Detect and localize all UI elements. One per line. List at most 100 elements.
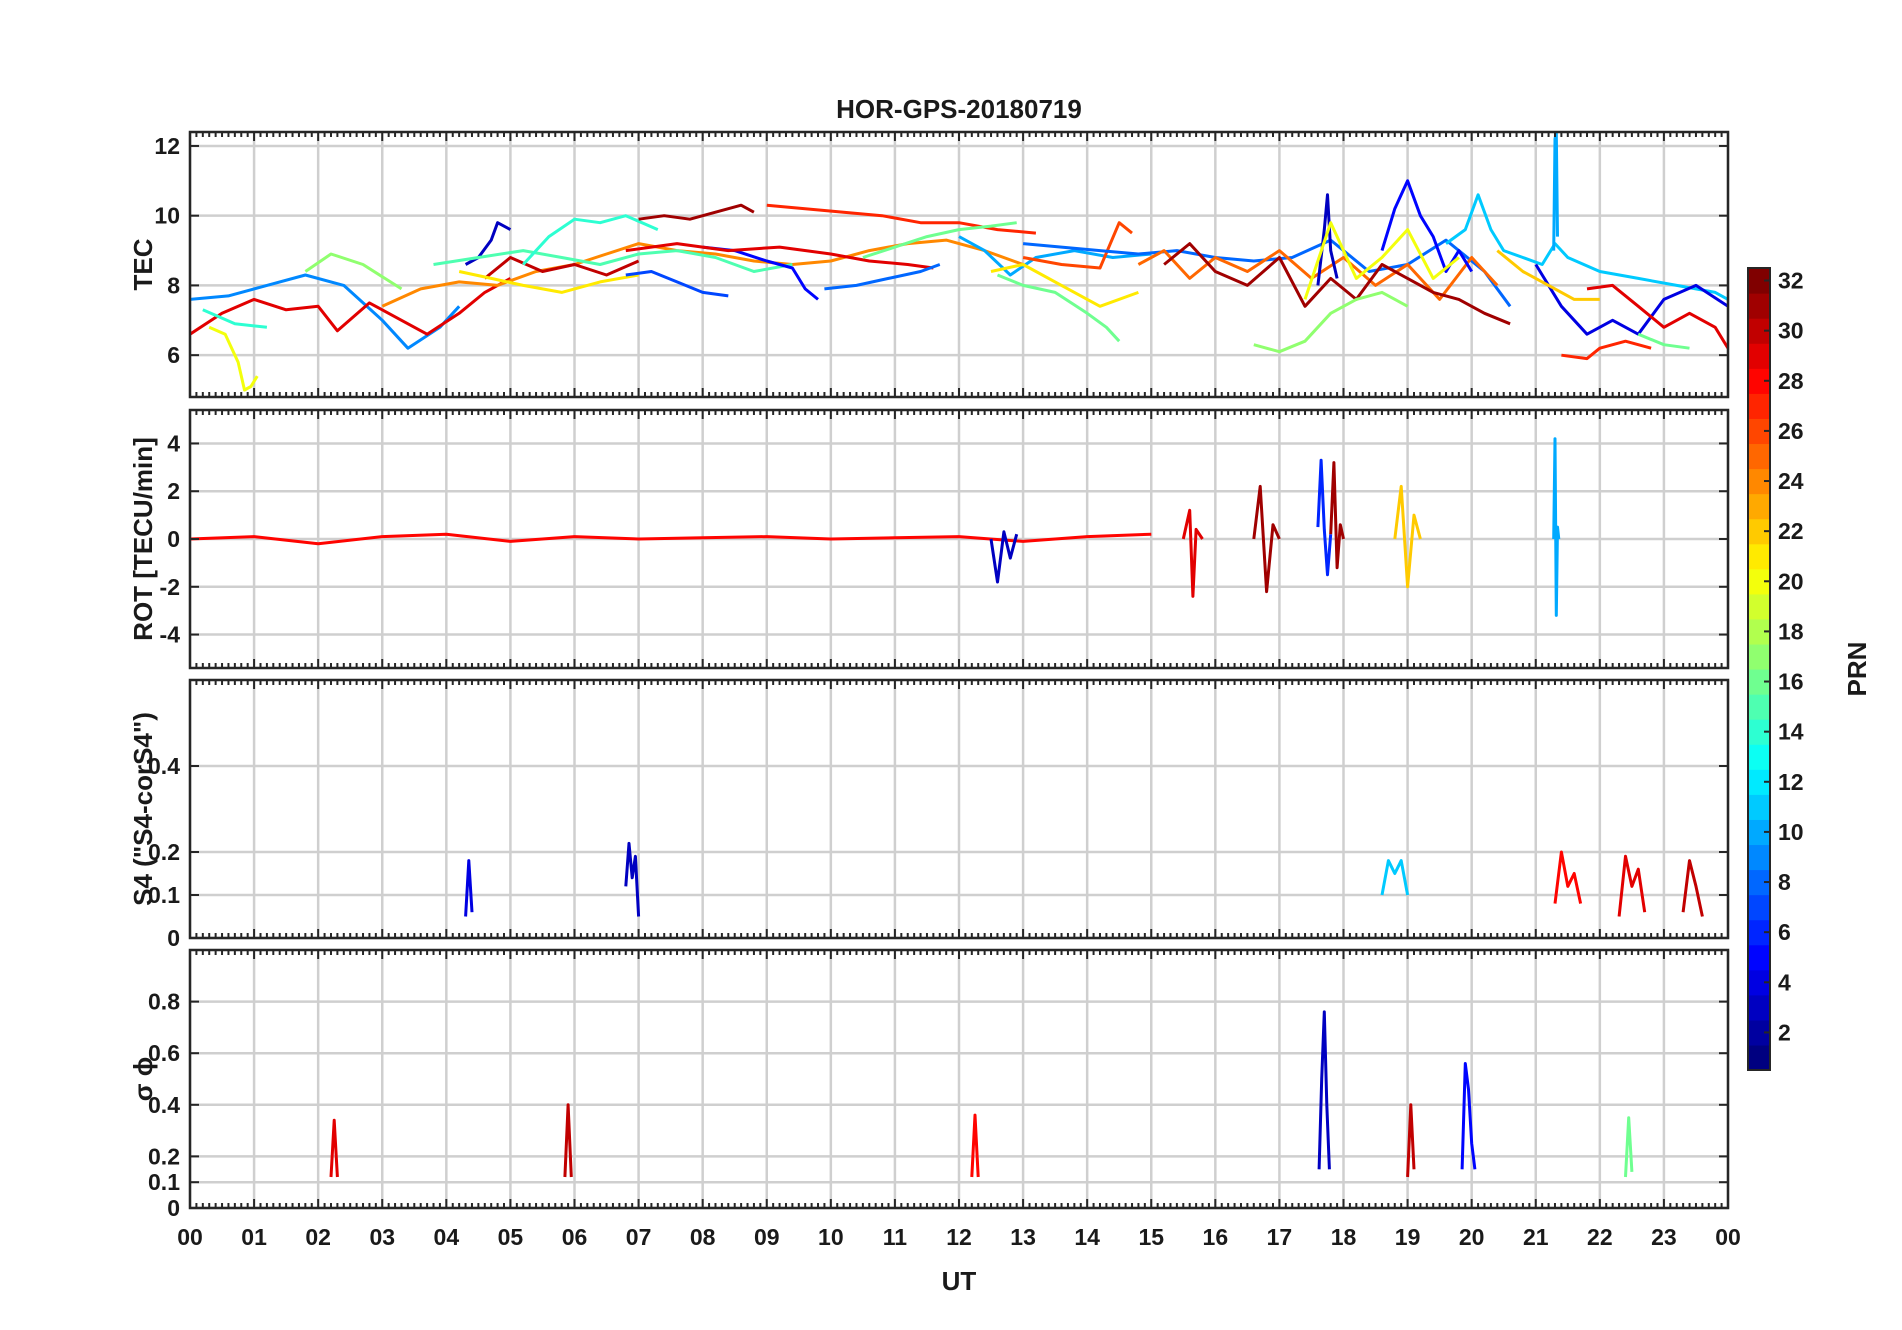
series-line-prn-29	[625, 242, 934, 270]
series-line-prn-21	[458, 270, 639, 294]
y-tick-label: 8	[167, 272, 180, 298]
colorbar-swatch	[1748, 919, 1770, 946]
colorbar-swatch	[1748, 894, 1770, 921]
colorbar-tick-label: 12	[1778, 769, 1804, 795]
x-tick-label: 14	[1074, 1224, 1100, 1250]
series-group-tec	[190, 132, 1728, 392]
colorbar-label: PRN	[1842, 642, 1872, 697]
y-tick-label: 12	[154, 133, 180, 159]
colorbar-swatch	[1748, 468, 1770, 495]
x-tick-label: 11	[883, 1224, 908, 1250]
x-tick-label: 23	[1651, 1224, 1677, 1250]
colorbar-swatch	[1748, 493, 1770, 520]
series-line-prn-16	[996, 273, 1121, 343]
x-axis-label: UT	[942, 1266, 977, 1296]
series-line-prn-11	[1380, 859, 1410, 896]
series-line-prn-29	[329, 1118, 339, 1178]
series-line-prn-10	[1552, 437, 1561, 617]
x-tick-label: 21	[1523, 1224, 1549, 1250]
tick-marks	[189, 950, 1729, 1209]
series-line-prn-21	[990, 263, 1139, 308]
y-axis-label: σ ϕ	[128, 1057, 158, 1102]
y-tick-label: -2	[160, 574, 180, 600]
y-tick-label: 0	[167, 526, 180, 552]
series-line-prn-3	[624, 841, 641, 917]
colorbar-swatch	[1748, 1019, 1770, 1046]
colorbar-swatch	[1748, 1044, 1770, 1071]
colorbar-tick-label: 20	[1778, 568, 1804, 594]
colorbar-swatch	[1748, 944, 1770, 971]
series-line-prn-31	[638, 203, 755, 221]
colorbar-swatch	[1748, 443, 1770, 470]
colorbar-swatch	[1748, 744, 1770, 770]
x-tick-label: 00	[1715, 1224, 1741, 1250]
y-tick-label: 6	[167, 342, 180, 368]
colorbar-swatch	[1748, 819, 1770, 846]
colorbar-tick-label: 2	[1778, 1019, 1791, 1045]
y-tick-label: 0	[167, 1195, 180, 1221]
series-line-prn-17	[1253, 290, 1409, 354]
x-tick-label: 05	[498, 1224, 524, 1250]
x-tick-label: 00	[177, 1224, 203, 1250]
x-tick-label: 16	[1203, 1224, 1229, 1250]
series-line-prn-8	[824, 263, 941, 291]
colorbar-tick-label: 30	[1778, 318, 1804, 344]
x-tick-label: 22	[1587, 1224, 1613, 1250]
series-line-prn-31	[1163, 242, 1511, 326]
y-tick-label: 0.4	[148, 753, 180, 779]
series-line-prn-30	[483, 256, 640, 280]
x-tick-label: 06	[562, 1224, 588, 1250]
y-tick-label: 0.2	[148, 839, 180, 865]
colorbar-swatch	[1748, 618, 1770, 645]
x-tick-label: 13	[1010, 1224, 1036, 1250]
series-line-prn-30	[1681, 859, 1704, 917]
series-line-prn-28	[970, 1113, 980, 1178]
y-tick-label: 0.1	[148, 882, 180, 908]
colorbar-swatch	[1748, 869, 1770, 896]
y-tick-label: 2	[167, 478, 180, 504]
tick-marks	[189, 680, 1729, 939]
colorbar-swatch	[1748, 694, 1770, 720]
colorbar-tick-label: 26	[1778, 418, 1804, 444]
colorbar-tick-label: 16	[1778, 669, 1804, 695]
colorbar-tick-label: 14	[1778, 719, 1804, 745]
series-line-prn-10	[958, 235, 1152, 277]
colorbar-swatch	[1748, 543, 1770, 570]
series-line-prn-27	[1561, 339, 1652, 361]
y-tick-label: 0.2	[148, 1143, 180, 1169]
colorbar-swatch	[1748, 518, 1770, 545]
series-line-prn-3	[1317, 1010, 1331, 1170]
series-line-prn-5	[1460, 1062, 1477, 1170]
colorbar-swatch	[1748, 343, 1770, 369]
colorbar-swatch	[1748, 418, 1770, 445]
colorbar-swatch	[1748, 969, 1770, 996]
series-line-prn-16	[1624, 1116, 1634, 1178]
series-line-prn-27	[766, 203, 1037, 235]
series-line-prn-11	[1445, 193, 1728, 301]
series-line-prn-24	[381, 238, 1024, 308]
series-line-prn-29	[1586, 283, 1728, 349]
colorbar-swatch	[1748, 794, 1770, 820]
x-tick-label: 18	[1331, 1224, 1357, 1250]
y-axis-label: TEC	[128, 238, 158, 290]
series-line-prn-20	[208, 325, 259, 392]
colorbar-swatch	[1748, 293, 1770, 319]
colorbar-tick-label: 4	[1778, 969, 1791, 995]
y-tick-label: 0.4	[148, 1092, 180, 1118]
series-line-prn-29	[1617, 854, 1647, 917]
colorbar-tick-label: 32	[1778, 268, 1804, 294]
y-axis-label: S4 ("S4-corS4")	[128, 712, 158, 906]
colorbar-swatch	[1748, 318, 1770, 344]
panel-sigma_phi: 00.10.2 0.4 0.6 0.8 σ ϕ	[128, 948, 1730, 1221]
colorbar-tick-label: 22	[1778, 518, 1804, 544]
colorbar-swatch	[1748, 268, 1770, 294]
series-line-prn-16	[1637, 332, 1690, 350]
y-tick-label: 0.8	[148, 989, 180, 1015]
x-tick-label: 17	[1267, 1224, 1293, 1250]
x-tick-label: 09	[754, 1224, 780, 1250]
panel-rot: -4 -2 0 2 4 ROT [TECU/min]	[128, 408, 1730, 670]
x-tick-label: 07	[626, 1224, 652, 1250]
